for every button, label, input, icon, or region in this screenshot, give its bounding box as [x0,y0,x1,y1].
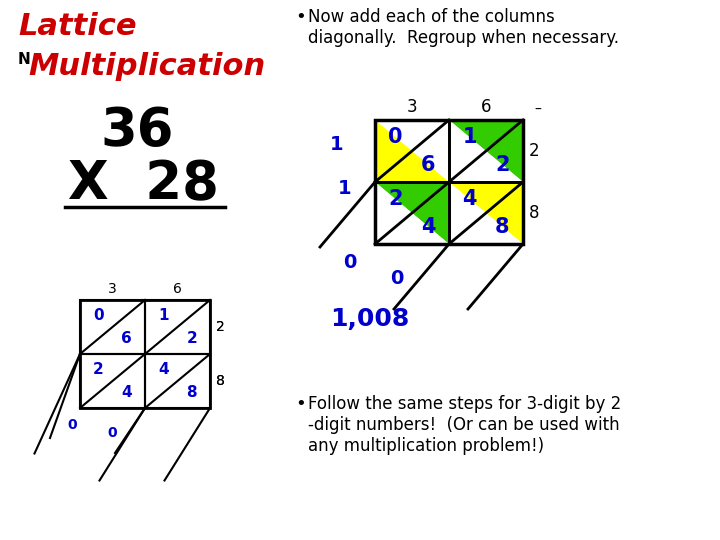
Text: Multiplication: Multiplication [28,52,265,81]
Text: 0: 0 [108,426,117,440]
Polygon shape [80,354,145,408]
Polygon shape [145,300,210,354]
Text: 8: 8 [529,204,539,222]
Polygon shape [375,182,449,244]
Text: 2: 2 [186,332,197,346]
Text: 4: 4 [122,386,132,400]
Polygon shape [375,120,449,182]
Bar [375,120,523,244]
Text: 1: 1 [330,136,344,154]
Bar [449,182,523,244]
Text: •: • [295,8,306,26]
Text: Lattice: Lattice [18,12,137,41]
Text: 2: 2 [529,142,539,160]
Text: 4: 4 [421,217,436,237]
Polygon shape [145,354,210,408]
Text: 1: 1 [338,179,352,198]
Polygon shape [80,300,145,354]
Text: 0: 0 [93,308,104,322]
Bar [375,120,449,182]
Text: 6: 6 [421,154,436,174]
Text: 1: 1 [158,308,168,322]
Text: 4: 4 [462,190,477,210]
Text: 0: 0 [67,418,77,432]
Text: 0: 0 [343,253,356,272]
Text: N: N [18,52,31,67]
Bar [145,354,210,408]
Text: 1,008: 1,008 [330,307,410,331]
Bar [80,300,210,408]
Polygon shape [449,182,523,244]
Text: 2: 2 [216,320,225,334]
Text: 1: 1 [462,127,477,147]
Text: 8: 8 [216,374,225,388]
Bar [80,300,145,354]
Polygon shape [449,120,523,182]
Text: Follow the same steps for 3-digit by 2
-digit numbers!  (Or can be used with
any: Follow the same steps for 3-digit by 2 -… [308,395,621,455]
Bar [375,182,449,244]
Text: 6: 6 [481,98,491,116]
Polygon shape [80,354,145,408]
Text: 6: 6 [122,332,132,346]
Text: 2: 2 [495,154,510,174]
Polygon shape [449,120,523,182]
Text: Now add each of the columns
diagonally.  Regroup when necessary.: Now add each of the columns diagonally. … [308,8,619,47]
Polygon shape [145,300,210,354]
Text: 6: 6 [173,282,182,296]
Bar [145,300,210,354]
Polygon shape [449,182,523,244]
Text: 0: 0 [389,127,403,147]
Text: 0: 0 [390,269,404,288]
Text: 8: 8 [216,374,225,388]
Text: 2: 2 [93,362,104,376]
Polygon shape [80,300,145,354]
Text: X  28: X 28 [68,158,219,210]
Text: 8: 8 [495,217,510,237]
Text: 4: 4 [158,362,168,376]
Text: 3: 3 [407,98,418,116]
Polygon shape [375,182,449,244]
Bar [80,354,145,408]
Text: –: – [534,103,541,117]
Text: 3: 3 [108,282,117,296]
Polygon shape [375,120,449,182]
Text: 2: 2 [389,190,403,210]
Text: 36: 36 [100,105,174,157]
Bar [449,120,523,182]
Polygon shape [145,354,210,408]
Text: 8: 8 [186,386,197,400]
Text: 2: 2 [216,320,225,334]
Text: •: • [295,395,306,413]
